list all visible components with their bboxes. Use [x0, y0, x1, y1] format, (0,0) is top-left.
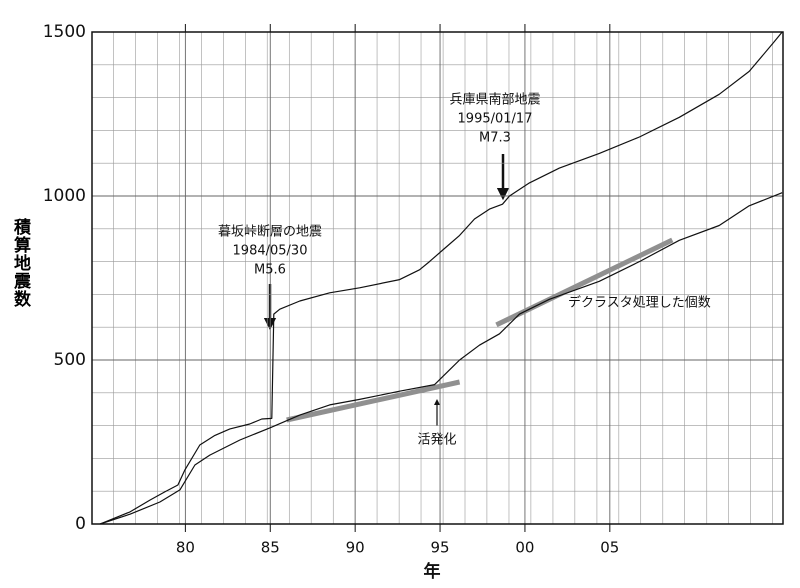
y-tick-label: 1500 — [43, 22, 86, 42]
annotation: M5.6 — [254, 263, 286, 278]
line — [99, 192, 783, 525]
annotation: M7.3 — [479, 131, 511, 146]
x-axis-label: 年 — [424, 561, 441, 582]
annotation: 兵庫県南部地震 — [449, 92, 540, 108]
line — [99, 31, 783, 525]
annotation: 活発化 — [417, 433, 456, 448]
trend-line — [286, 379, 461, 423]
annotation: 1984/05/30 — [233, 244, 308, 259]
annotation: 暮坂峠断層の地震 — [218, 225, 322, 240]
x-tick-label: 05 — [600, 539, 619, 557]
x-tick-label: 95 — [430, 539, 449, 557]
plot-frame — [91, 31, 784, 525]
y-tick-label: 1000 — [43, 186, 86, 206]
y-axis-label: 積算地震数 — [10, 218, 30, 308]
y-tick-label: 500 — [54, 350, 86, 370]
x-tick-label: 80 — [176, 539, 195, 557]
annotation: デクラスタ処理した個数 — [568, 295, 711, 311]
y-tick-label: 0 — [75, 514, 86, 534]
x-tick-label: 85 — [261, 539, 280, 557]
x-tick-label: 90 — [346, 539, 365, 557]
x-tick-label: 00 — [515, 539, 534, 557]
annotation: 1995/01/17 — [458, 112, 533, 127]
